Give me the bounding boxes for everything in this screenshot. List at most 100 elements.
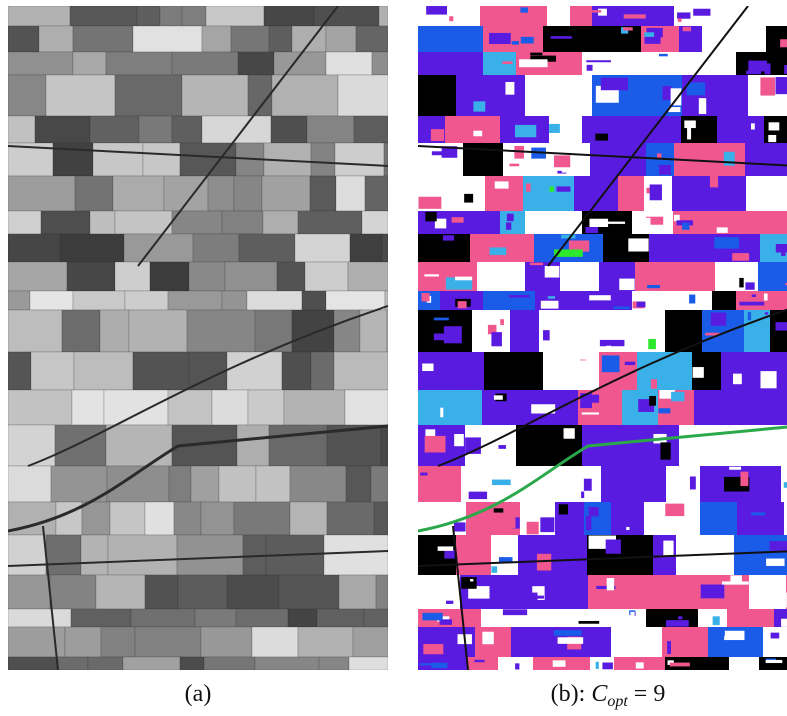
field-patch [289, 501, 328, 536]
class-speckle [673, 214, 680, 222]
field-patch [237, 51, 275, 76]
field-patch [371, 51, 388, 76]
class-speckle [662, 86, 672, 101]
class-patch [611, 627, 662, 657]
class-patch [574, 176, 618, 211]
class-speckle [680, 305, 694, 310]
class-patch [510, 310, 539, 352]
class-patch [560, 262, 599, 291]
road-line [452, 525, 469, 670]
class-speckle [439, 619, 452, 625]
class-speckle [709, 176, 719, 188]
class-speckle [700, 584, 725, 599]
class-speckle [783, 482, 787, 488]
class-speckle [581, 412, 600, 415]
field-patch [297, 626, 354, 658]
field-patch [230, 25, 270, 53]
field-patch [130, 608, 196, 628]
field-patch [310, 142, 336, 177]
class-patch [484, 352, 543, 390]
class-speckle [598, 8, 607, 16]
class-patch [755, 390, 787, 425]
class-speckle [647, 285, 661, 289]
field-patch [8, 115, 36, 144]
field-patch [261, 175, 311, 212]
field-patch [8, 465, 52, 503]
field-patch [325, 51, 373, 76]
field-patch [70, 608, 132, 628]
class-speckle [678, 616, 683, 620]
class-patch [712, 291, 736, 310]
class-patch [523, 176, 574, 211]
road-line [42, 525, 59, 670]
field-patch [112, 175, 165, 212]
grayscale-satellite-image [8, 6, 388, 670]
class-speckle [682, 26, 692, 32]
class-speckle [544, 265, 560, 278]
class-speckle [535, 477, 551, 490]
field-patch [61, 309, 101, 353]
field-patch [287, 608, 318, 628]
caption-b-variable: C [591, 681, 608, 707]
class-speckle [529, 262, 544, 266]
field-patch [291, 309, 335, 353]
class-speckle [430, 129, 445, 141]
field-patch [177, 574, 228, 610]
class-speckle [600, 77, 628, 91]
field-patch [226, 574, 280, 610]
class-speckle [500, 319, 504, 325]
class-speckle [739, 356, 743, 369]
field-patch [71, 389, 105, 426]
class-patch [734, 535, 787, 575]
class-speckle [658, 53, 668, 57]
caption-a-text: (a) [184, 681, 212, 707]
field-patch [347, 261, 388, 292]
class-patch [445, 116, 500, 143]
class-speckle [626, 526, 630, 530]
class-speckle [605, 539, 621, 554]
class-speckle [709, 452, 736, 463]
field-patch [337, 74, 388, 117]
class-patch [480, 6, 547, 26]
field-patch [128, 309, 188, 353]
field-patch [34, 115, 91, 144]
class-speckle [689, 294, 696, 304]
class-patch [418, 575, 460, 609]
field-patch [251, 626, 299, 658]
class-speckle [733, 373, 742, 385]
class-speckle [784, 517, 787, 521]
field-patch [359, 309, 388, 353]
field-patch [304, 261, 349, 292]
field-patch [353, 115, 388, 144]
field-patch [167, 290, 223, 311]
class-speckle [589, 295, 611, 301]
field-patch [122, 656, 181, 670]
field-patch [363, 608, 388, 628]
class-speckle [451, 217, 464, 223]
class-speckle [568, 240, 590, 252]
field-patch [38, 25, 74, 53]
class-speckle [623, 14, 646, 19]
class-speckle [766, 558, 785, 566]
field-patch [370, 465, 388, 503]
class-patch [483, 291, 535, 310]
field-patch [310, 351, 335, 391]
class-patch [418, 390, 482, 425]
field-patch [149, 261, 190, 292]
class-speckle [489, 32, 511, 45]
field-patch [254, 656, 320, 670]
class-patch [601, 466, 629, 502]
class-patch [674, 6, 724, 26]
class-speckle [775, 322, 787, 331]
class-speckle [425, 429, 436, 440]
class-speckle [712, 616, 720, 626]
class-speckle [693, 8, 711, 16]
class-speckle [662, 241, 670, 254]
field-patch [87, 656, 124, 670]
field-patch [283, 389, 346, 426]
class-speckle [714, 237, 740, 249]
class-speckle [493, 508, 504, 513]
class-speckle [642, 492, 654, 496]
class-speckle [580, 393, 592, 409]
class-speckle [639, 217, 651, 226]
